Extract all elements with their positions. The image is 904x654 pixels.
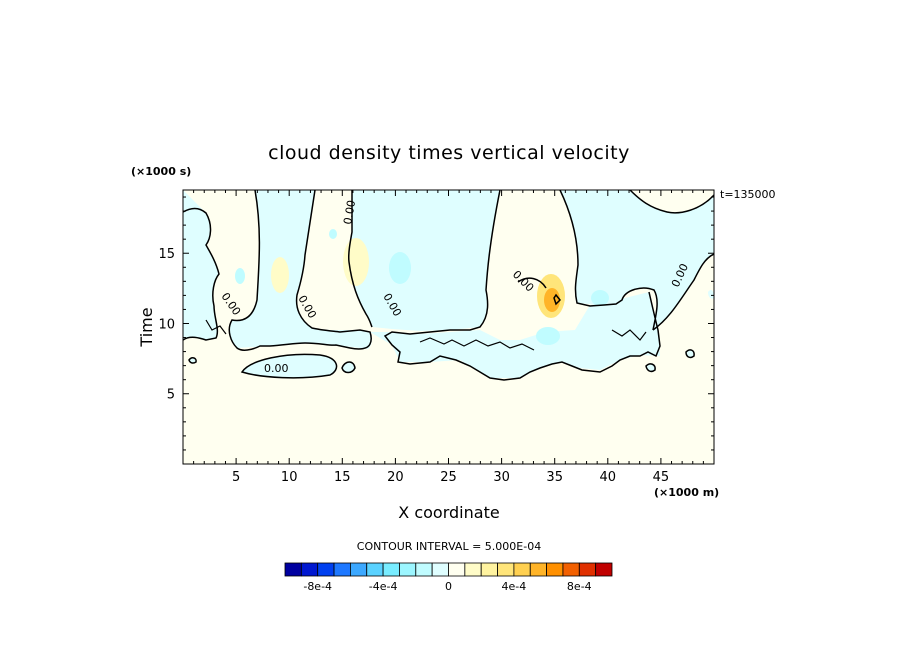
contour-line-1 — [228, 190, 372, 351]
colorbar-swatch — [578, 562, 597, 577]
contour-label-7: 0.00 — [264, 362, 289, 375]
x-tick-label: 40 — [600, 470, 617, 485]
colorbar-tick-label: -4e-4 — [369, 580, 398, 593]
negative-blob-3 — [591, 290, 609, 306]
y-units-label: (×1000 s) — [131, 165, 191, 178]
colorbar-swatch — [349, 562, 368, 577]
contour-line-10 — [188, 357, 197, 364]
negative-blob-2 — [235, 268, 245, 284]
colorbar-swatch — [300, 562, 319, 577]
colorbar-tick-label: 0 — [445, 580, 452, 593]
contour-label-3: 0.00 — [341, 199, 358, 225]
colorbar-swatch — [333, 562, 351, 577]
y-tick-label: 15 — [158, 247, 175, 262]
contour-line-12 — [645, 363, 656, 373]
x-tick-label: 45 — [653, 470, 670, 485]
colorbar-swatch — [284, 562, 302, 577]
colorbar-swatch — [415, 562, 433, 577]
negative-blob-1 — [389, 252, 411, 284]
time-stamp: t=135000 — [720, 188, 776, 201]
plot-area: 0.00 0.00 0.00 0.00 0.00 0.00 0.00 — [183, 190, 714, 464]
contour-line-13 — [517, 277, 547, 289]
y-axis: 5 10 15 — [158, 196, 714, 451]
colorbar-swatch — [497, 562, 515, 577]
x-tick-label: 30 — [493, 470, 510, 485]
colorbar-tick-label: 4e-4 — [502, 580, 527, 593]
colorbar-swatch — [464, 562, 482, 577]
x-tick-label: 35 — [546, 470, 563, 485]
x-units-label: (×1000 m) — [654, 486, 719, 499]
contour-line-14 — [553, 293, 562, 306]
colorbar: -8e-4 -4e-4 0 4e-4 8e-4 — [284, 562, 613, 593]
contour-line-2 — [348, 190, 373, 328]
colorbar-swatch — [480, 562, 498, 577]
colorbar-swatch — [317, 562, 335, 577]
contour-line-15 — [419, 337, 535, 351]
colorbar-swatch — [562, 562, 580, 577]
colorbar-swatch — [513, 562, 531, 577]
contour-line-11 — [685, 349, 695, 359]
contour-line-7 — [183, 207, 220, 341]
cloud-patch-2 — [342, 362, 355, 373]
x-tick-label: 15 — [334, 470, 351, 485]
cloud-patch-6 — [708, 290, 714, 299]
contour-line-17 — [611, 329, 647, 341]
x-axis-label: X coordinate — [398, 503, 499, 522]
x-tick-label: 5 — [232, 470, 240, 485]
colorbar-swatch — [399, 562, 417, 577]
contour-line-4 — [559, 190, 658, 331]
positive-blob-left — [271, 257, 289, 293]
x-tick-label: 25 — [440, 470, 457, 485]
cloud-patch-4 — [686, 349, 695, 358]
y-axis-label: Time — [137, 307, 156, 347]
colorbar-swatch — [529, 562, 548, 577]
chart-title: cloud density times vertical velocity — [268, 142, 630, 164]
negative-blob-5 — [329, 229, 337, 239]
contour-line-16 — [205, 319, 227, 335]
colorbar-swatch — [382, 562, 400, 577]
colorbar-swatch — [431, 562, 449, 577]
contour-line-8 — [240, 353, 338, 379]
x-tick-label: 10 — [281, 470, 298, 485]
contour-line-5 — [652, 253, 714, 331]
x-tick-label: 20 — [387, 470, 404, 485]
positive-blob-mid — [343, 238, 369, 286]
colorbar-tick-label: -8e-4 — [303, 580, 332, 593]
negative-blob-4 — [536, 327, 560, 345]
contour-line-3 — [383, 190, 661, 381]
negative-region — [183, 190, 714, 378]
colorbar-swatch — [595, 562, 613, 577]
positive-blob-core — [544, 288, 560, 312]
cloud-patch-1 — [242, 354, 337, 378]
colorbar-swatch — [546, 562, 564, 577]
contour-line-6 — [629, 190, 714, 214]
zero-contours — [183, 190, 714, 381]
colorbar-tick-label: 8e-4 — [567, 580, 592, 593]
y-tick-label: 5 — [167, 388, 175, 403]
contour-interval-text: CONTOUR INTERVAL = 5.000E-04 — [357, 540, 541, 553]
y-tick-label: 10 — [158, 317, 175, 332]
contour-line-9 — [341, 361, 356, 374]
x-axis: 5 10 15 20 25 30 35 40 45 — [193, 190, 704, 485]
colorbar-swatch — [448, 562, 466, 577]
colorbar-swatch — [366, 562, 384, 577]
